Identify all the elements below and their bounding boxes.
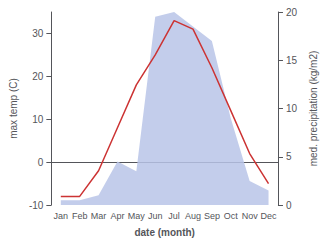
svg-text:May: May	[128, 211, 146, 221]
svg-text:Oct: Oct	[224, 211, 239, 221]
svg-text:30: 30	[32, 28, 44, 39]
svg-text:5: 5	[286, 151, 292, 162]
svg-text:10: 10	[286, 103, 298, 114]
svg-text:Sep: Sep	[204, 211, 220, 221]
svg-text:max temp (C): max temp (C)	[8, 78, 19, 139]
svg-text:-10: -10	[29, 200, 44, 211]
svg-text:0: 0	[286, 200, 292, 211]
svg-text:15: 15	[286, 55, 298, 66]
svg-text:Apr: Apr	[110, 211, 124, 221]
svg-text:10: 10	[32, 114, 44, 125]
svg-text:Nov: Nov	[242, 211, 259, 221]
svg-text:Aug: Aug	[185, 211, 201, 221]
svg-text:Jul: Jul	[168, 211, 180, 221]
svg-text:Feb: Feb	[72, 211, 88, 221]
svg-text:med. precipitation (kg/m2): med. precipitation (kg/m2)	[308, 51, 319, 167]
svg-text:Jun: Jun	[148, 211, 163, 221]
svg-text:20: 20	[286, 7, 298, 18]
svg-text:date (month): date (month)	[134, 227, 195, 238]
svg-text:Mar: Mar	[91, 211, 107, 221]
svg-text:Dec: Dec	[261, 211, 278, 221]
svg-text:20: 20	[32, 71, 44, 82]
svg-text:Jan: Jan	[54, 211, 69, 221]
svg-text:0: 0	[38, 157, 44, 168]
